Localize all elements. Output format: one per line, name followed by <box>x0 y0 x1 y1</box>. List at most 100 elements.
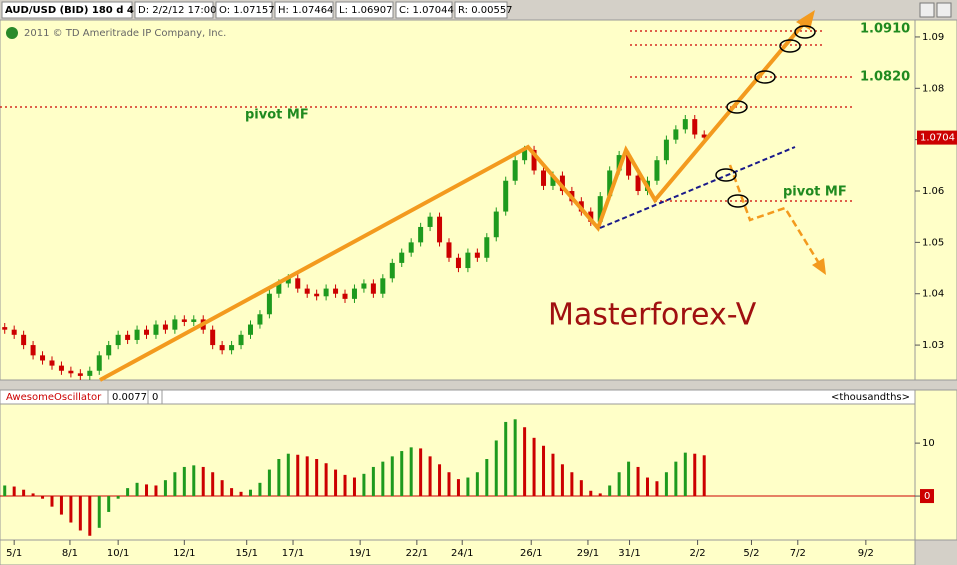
oscillator-bar <box>286 453 290 497</box>
oscillator-bar <box>371 466 375 497</box>
oscillator-bar <box>362 473 366 497</box>
indicator-value: 0.0077 <box>112 392 147 403</box>
oscillator-bar <box>50 496 54 507</box>
oscillator-bar <box>381 461 385 497</box>
oscillator-bar <box>201 466 205 497</box>
oscillator-bar <box>494 440 498 497</box>
oscillator-bar <box>664 472 668 497</box>
candle-body <box>21 334 27 346</box>
candle-body <box>68 370 74 374</box>
candle-body <box>351 288 357 299</box>
oscillator-bar <box>702 455 706 497</box>
oscillator-bar <box>419 448 423 497</box>
field-box <box>215 1 273 19</box>
oscillator-bar <box>390 456 394 497</box>
oscillator-bar <box>570 472 574 497</box>
candle-body <box>635 175 641 192</box>
candle-body <box>153 324 159 335</box>
oscillator-axis <box>914 389 957 541</box>
oscillator-bar <box>608 485 612 497</box>
candle-body <box>266 293 272 315</box>
candle-body <box>181 319 187 322</box>
oscillator-bar <box>352 477 356 497</box>
level-label: 1.0820 <box>860 70 910 85</box>
price-axis <box>914 19 957 381</box>
oscillator-bar <box>409 447 413 497</box>
candle-body <box>333 288 339 294</box>
oscillator-bar <box>674 461 678 497</box>
oscillator-bar <box>154 485 158 497</box>
oscillator-bar <box>267 469 271 497</box>
candle-body <box>484 237 490 258</box>
marker <box>794 25 816 39</box>
oscillator-bar <box>12 486 16 497</box>
field-box <box>454 1 508 19</box>
oscillator-bar <box>683 452 687 497</box>
x-tick-label: 8/1 <box>62 548 78 559</box>
oscillator-bar <box>173 472 177 497</box>
oscillator-bar <box>126 488 130 497</box>
candle-body <box>172 319 178 330</box>
oscillator-bar <box>636 466 640 497</box>
candle-body <box>106 345 112 356</box>
arrow-head <box>796 10 815 30</box>
oscillator-bar <box>324 463 328 497</box>
field-box <box>134 1 214 19</box>
oscillator-bar <box>485 459 489 497</box>
candle-body <box>257 314 263 325</box>
candle-body <box>210 329 216 346</box>
oscillator-bar <box>59 496 63 515</box>
window-button[interactable] <box>919 2 935 18</box>
oscillator-bar <box>192 465 196 497</box>
y-tick-label: 1.03 <box>922 340 944 351</box>
marker <box>779 39 801 53</box>
candle-body <box>276 283 282 294</box>
last-price-box <box>917 130 957 145</box>
candle-body <box>616 155 622 171</box>
last-price-label: 1.0704 <box>920 133 955 144</box>
oscillator-bar <box>182 466 186 497</box>
candle-body <box>559 175 565 192</box>
ohlc-field: R: 0.00557 <box>458 5 513 16</box>
marker <box>726 100 748 114</box>
oscillator-bar <box>163 480 167 497</box>
x-tick-label: 2/2 <box>690 548 706 559</box>
marker <box>727 194 749 208</box>
oscillator-bar <box>343 474 347 497</box>
candle-body <box>437 216 443 243</box>
candle-body <box>474 252 480 258</box>
candle-body <box>314 293 320 297</box>
x-tick-label: 22/1 <box>406 548 428 559</box>
candle-body <box>285 278 291 284</box>
candle-body <box>389 262 395 279</box>
oscillator-bar <box>627 461 631 497</box>
candle-body <box>427 216 433 227</box>
oscillator-bar <box>551 453 555 497</box>
watermark: Masterforex-V <box>548 298 757 333</box>
forecast-line <box>728 164 822 266</box>
candle-body <box>323 288 329 297</box>
oscillator-bar <box>617 472 621 497</box>
candle-body <box>380 278 386 294</box>
candle-body <box>134 329 140 340</box>
oscillator-bar <box>107 496 111 512</box>
x-tick-label: 5/2 <box>743 548 759 559</box>
candle-body <box>342 293 348 299</box>
candle-body <box>30 345 36 356</box>
window-button[interactable] <box>936 2 952 18</box>
oscillator-header <box>0 389 916 405</box>
oscillator-bar <box>69 496 73 523</box>
oscillator-bar <box>400 451 404 497</box>
oscillator-bar <box>542 445 546 497</box>
oscillator-bar <box>598 493 602 497</box>
indicator-param: 0 <box>152 392 158 403</box>
y-tick-label: 1.08 <box>922 83 944 94</box>
candle-body <box>191 319 197 322</box>
oscillator-bar <box>296 454 300 497</box>
x-tick-label: 9/2 <box>858 548 874 559</box>
candle-body <box>446 242 452 258</box>
candle-body <box>96 355 102 371</box>
candle-body <box>503 180 509 212</box>
candle-body <box>692 119 698 135</box>
